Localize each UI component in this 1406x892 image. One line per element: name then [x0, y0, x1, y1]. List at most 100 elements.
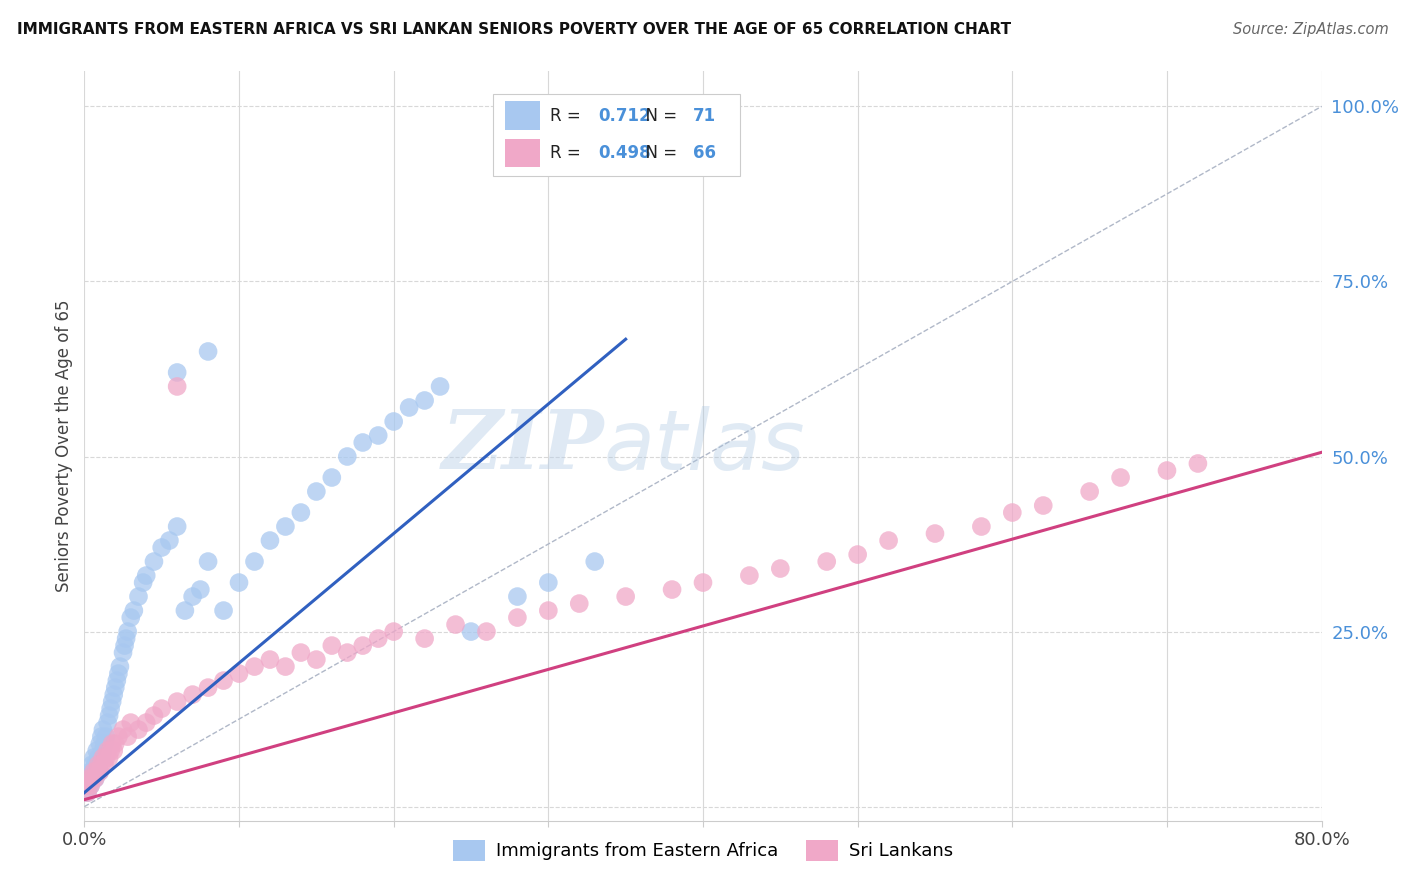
Point — [91, 743, 114, 757]
Point — [114, 639, 136, 653]
Point — [107, 666, 129, 681]
Point — [89, 764, 111, 779]
Point — [398, 401, 420, 415]
Text: 0.498: 0.498 — [598, 144, 651, 162]
Point — [181, 688, 204, 702]
Point — [91, 750, 114, 764]
Point — [143, 708, 166, 723]
Point — [197, 555, 219, 569]
Point — [661, 582, 683, 597]
Y-axis label: Seniors Poverty Over the Age of 65: Seniors Poverty Over the Age of 65 — [55, 300, 73, 592]
Point — [228, 666, 250, 681]
Point — [924, 526, 946, 541]
Point — [877, 533, 900, 548]
Point — [94, 750, 117, 764]
Point — [506, 610, 529, 624]
Point — [1109, 470, 1132, 484]
Point — [89, 737, 111, 751]
Bar — [505, 139, 540, 168]
Point — [100, 701, 122, 715]
Point — [117, 730, 139, 744]
Point — [159, 533, 180, 548]
Point — [1187, 457, 1209, 471]
Bar — [505, 102, 540, 130]
Point — [105, 673, 128, 688]
Point — [93, 757, 115, 772]
Text: N =: N = — [636, 144, 682, 162]
Text: ZIP: ZIP — [441, 406, 605, 486]
Point — [506, 590, 529, 604]
Point — [82, 772, 104, 786]
Point — [76, 786, 98, 800]
Point — [970, 519, 993, 533]
Point — [86, 764, 108, 779]
Point — [77, 779, 100, 793]
Text: R =: R = — [550, 144, 585, 162]
Point — [94, 730, 117, 744]
Point — [243, 555, 266, 569]
Point — [166, 366, 188, 380]
Point — [87, 757, 110, 772]
Text: Source: ZipAtlas.com: Source: ZipAtlas.com — [1233, 22, 1389, 37]
Point — [75, 779, 97, 793]
Point — [86, 764, 108, 779]
Text: atlas: atlas — [605, 406, 806, 486]
Point — [166, 519, 188, 533]
Point — [367, 428, 389, 442]
Point — [89, 764, 111, 779]
Point — [87, 757, 110, 772]
Point — [738, 568, 761, 582]
Point — [321, 470, 343, 484]
Point — [1156, 463, 1178, 477]
Point — [79, 764, 101, 779]
Point — [259, 533, 281, 548]
Point — [90, 757, 112, 772]
Point — [115, 632, 138, 646]
Point — [84, 772, 107, 786]
Point — [243, 659, 266, 673]
Point — [83, 764, 105, 779]
Point — [150, 541, 173, 555]
Point — [846, 548, 869, 562]
Text: R =: R = — [550, 106, 585, 125]
Point — [1001, 506, 1024, 520]
Point — [290, 646, 312, 660]
Point — [120, 715, 142, 730]
Point — [352, 435, 374, 450]
Point — [150, 701, 173, 715]
Point — [84, 757, 107, 772]
Point — [537, 575, 560, 590]
Point — [135, 568, 157, 582]
Point — [75, 779, 97, 793]
Point — [93, 737, 115, 751]
Point — [79, 779, 101, 793]
Point — [166, 379, 188, 393]
Point — [274, 659, 297, 673]
Point — [77, 772, 100, 786]
Point — [112, 723, 135, 737]
Text: N =: N = — [636, 106, 682, 125]
Point — [336, 646, 359, 660]
Point — [127, 590, 149, 604]
Point — [181, 590, 204, 604]
Point — [87, 750, 110, 764]
Point — [117, 624, 139, 639]
Point — [444, 617, 467, 632]
Point — [90, 730, 112, 744]
Point — [692, 575, 714, 590]
Point — [98, 750, 121, 764]
Point — [228, 575, 250, 590]
Point — [413, 632, 436, 646]
Text: IMMIGRANTS FROM EASTERN AFRICA VS SRI LANKAN SENIORS POVERTY OVER THE AGE OF 65 : IMMIGRANTS FROM EASTERN AFRICA VS SRI LA… — [17, 22, 1011, 37]
Point — [104, 737, 127, 751]
Point — [305, 652, 328, 666]
Text: 66: 66 — [693, 144, 716, 162]
Point — [108, 659, 131, 673]
Point — [475, 624, 498, 639]
Point — [84, 772, 107, 786]
Point — [101, 737, 124, 751]
Point — [212, 673, 235, 688]
Point — [101, 695, 124, 709]
FancyBboxPatch shape — [492, 94, 740, 177]
Point — [132, 575, 155, 590]
